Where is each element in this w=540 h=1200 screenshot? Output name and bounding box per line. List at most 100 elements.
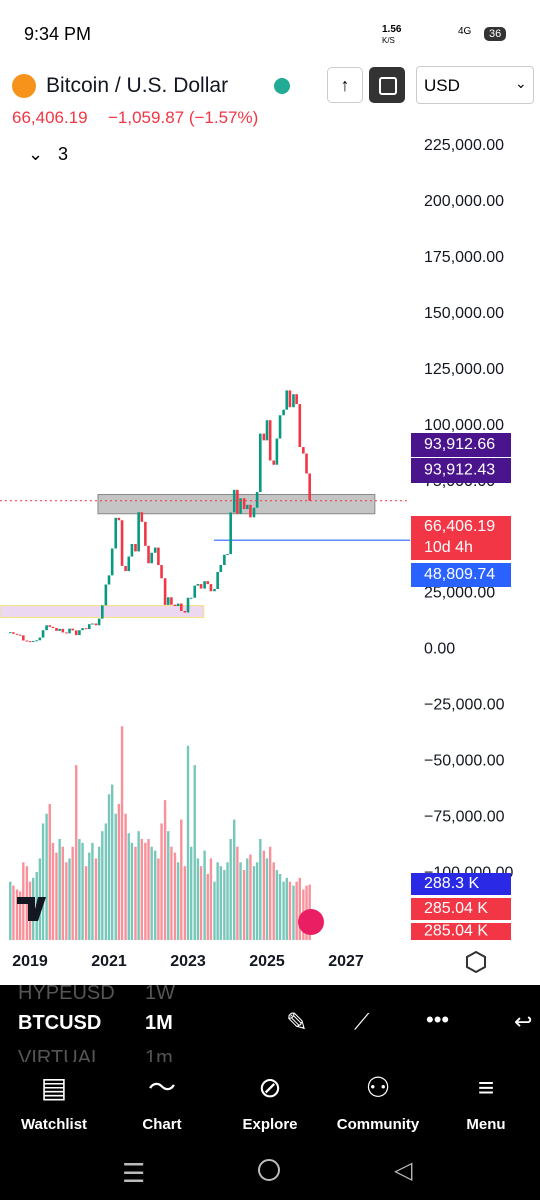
price-label: 48,809.74 — [424, 566, 495, 583]
volume-bar — [78, 838, 81, 940]
assistant-icon[interactable] — [298, 909, 324, 935]
volume-bar — [167, 831, 170, 940]
candle — [8, 632, 12, 634]
candle — [258, 433, 262, 493]
x-tick-label: 2021 — [91, 953, 127, 970]
volume-bar — [61, 846, 65, 940]
currency-select[interactable]: USD ⌄ — [416, 66, 534, 104]
candle — [255, 492, 259, 508]
candle — [308, 473, 311, 501]
candle — [110, 548, 114, 576]
volume-bar — [97, 846, 101, 940]
candle — [285, 390, 289, 410]
volume-bar — [196, 858, 200, 940]
x-tick-label: 2027 — [328, 953, 364, 970]
nav-item[interactable]: ▤ Watchlist — [0, 1070, 108, 1140]
nav-icon: ⊘ — [258, 1072, 282, 1103]
candle — [12, 632, 15, 634]
y-tick-label: 0.00 — [424, 641, 455, 658]
toolbar-symbol[interactable]: BTCUSD — [18, 1012, 102, 1034]
volume-bar — [71, 846, 74, 940]
volume-bar — [144, 842, 147, 940]
candle — [239, 498, 242, 514]
candle — [206, 581, 210, 585]
candle — [45, 625, 48, 631]
candle — [262, 433, 266, 441]
volume-bar — [209, 858, 213, 940]
status-bar: 9:34 PM 1.56 K/S 4G 36 — [0, 0, 540, 70]
more-button[interactable]: ••• — [426, 1007, 450, 1032]
volume-bar — [183, 866, 187, 940]
candle — [150, 552, 153, 564]
sys-back[interactable]: ◁ — [394, 1157, 413, 1184]
volume-bar — [282, 881, 285, 940]
nav-item[interactable]: ⊘ Explore — [216, 1070, 324, 1140]
speed-unit: K/S — [382, 36, 395, 45]
draw-tool[interactable]: ✎ — [286, 1007, 308, 1037]
fullscreen-button[interactable] — [369, 67, 405, 103]
candle — [130, 544, 134, 557]
nav-item[interactable]: 〜 Chart — [108, 1070, 216, 1140]
price-label: 93,912.66 — [424, 436, 495, 453]
candle — [272, 460, 276, 465]
volume-bar — [140, 838, 144, 940]
volume-bar — [249, 854, 252, 940]
candle — [265, 420, 269, 441]
candle — [180, 603, 183, 611]
candle — [127, 556, 131, 572]
currency: USD — [424, 76, 460, 95]
volume-bar — [216, 862, 219, 940]
x-tick-label: 2025 — [249, 953, 285, 970]
volume-bar — [127, 833, 130, 940]
volume-bar — [262, 850, 266, 940]
candle — [170, 597, 173, 605]
volume-bar — [88, 852, 91, 940]
candle — [65, 632, 68, 634]
y-tick-label: 150,000.00 — [424, 305, 504, 322]
volume-bar — [114, 813, 117, 940]
speed: 1.56 — [382, 24, 402, 35]
volume-bar — [110, 784, 114, 940]
volume-bar — [84, 866, 88, 940]
price-label-box — [411, 898, 511, 920]
candle — [186, 597, 190, 613]
volume-bar — [120, 726, 124, 940]
plot — [0, 390, 410, 940]
candle — [226, 554, 229, 556]
prev-symbol: HYPEUSD — [18, 982, 115, 1004]
candle — [305, 453, 308, 474]
volume-bar — [51, 842, 55, 940]
volume-bar — [295, 881, 298, 940]
price-label-box — [411, 516, 511, 560]
volume-bar — [219, 866, 222, 940]
candle — [157, 547, 160, 566]
candle — [84, 628, 88, 630]
candle — [120, 520, 124, 566]
volume-bar — [101, 831, 104, 940]
y-tick-label: 200,000.00 — [424, 193, 504, 210]
sys-recents[interactable]: ☰ — [122, 1158, 146, 1188]
upload-button[interactable]: ↑ — [327, 67, 363, 103]
candle — [15, 633, 19, 635]
collapse-arrow[interactable]: ⌄ — [28, 144, 44, 164]
sys-home[interactable] — [258, 1159, 280, 1181]
candle — [249, 504, 252, 518]
volume-bar — [160, 823, 163, 940]
nav-label: Chart — [142, 1116, 182, 1133]
undo-button[interactable]: ↩ — [514, 1009, 533, 1034]
nav-item[interactable]: ⚇ Community — [324, 1070, 432, 1140]
volume-bar — [68, 858, 71, 940]
volume-bar — [292, 885, 295, 940]
candle — [160, 565, 163, 579]
volume-bar — [157, 858, 160, 940]
volume-bar — [186, 745, 190, 940]
nav-item[interactable]: ≡ Menu — [432, 1070, 540, 1140]
candle — [213, 589, 216, 592]
toolbar-interval[interactable]: 1M — [145, 1012, 173, 1034]
volume-bar — [104, 823, 108, 940]
x-tick-label: 2019 — [12, 953, 48, 970]
trend-tool[interactable]: ⟋ — [354, 1009, 370, 1034]
candle — [71, 628, 74, 631]
indicator-count[interactable]: 3 — [58, 144, 69, 164]
candle — [25, 640, 29, 642]
